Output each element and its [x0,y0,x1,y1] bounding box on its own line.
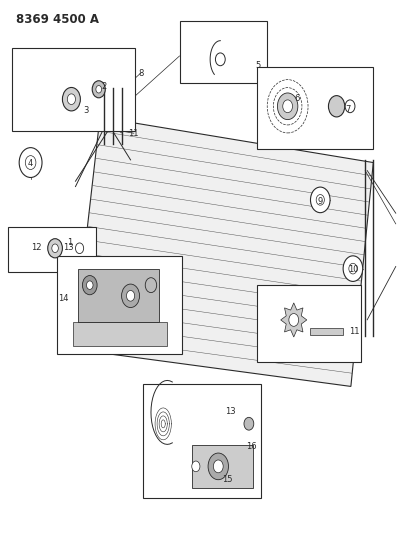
Circle shape [328,95,345,117]
Circle shape [62,87,80,111]
Circle shape [86,281,93,289]
Circle shape [75,243,84,254]
Text: 13: 13 [63,244,74,252]
Text: 8369 4500 A: 8369 4500 A [16,13,99,26]
Text: 3: 3 [83,106,89,115]
Polygon shape [310,328,343,335]
Circle shape [67,94,75,104]
Polygon shape [73,322,167,346]
Bar [180,21,267,83]
Text: 12: 12 [31,244,42,252]
Text: 11: 11 [349,327,359,336]
Circle shape [310,187,330,213]
Text: 9: 9 [318,197,323,206]
Circle shape [92,80,105,98]
Circle shape [277,93,298,119]
Text: 4: 4 [28,159,33,168]
Bar [257,67,373,149]
Circle shape [244,417,254,430]
Text: 13: 13 [225,407,236,416]
Circle shape [316,195,324,205]
Circle shape [25,156,36,169]
Circle shape [126,290,135,301]
Circle shape [19,148,42,177]
Circle shape [208,453,228,480]
Circle shape [213,460,223,473]
Circle shape [122,284,140,308]
Polygon shape [73,117,373,386]
Circle shape [289,313,299,326]
Text: 10: 10 [348,265,358,274]
Text: 16: 16 [246,442,256,450]
Polygon shape [192,445,253,488]
Bar [8,227,96,272]
Circle shape [192,461,200,472]
Bar [12,48,135,131]
Polygon shape [281,303,307,337]
Bar [57,256,182,354]
Bar [143,384,261,498]
Text: 11: 11 [129,129,139,138]
Circle shape [96,85,102,93]
Text: 6: 6 [294,94,300,103]
Polygon shape [78,269,159,322]
Circle shape [343,256,363,281]
Circle shape [82,276,97,295]
Circle shape [283,100,293,112]
Text: 7: 7 [345,105,350,114]
Text: 8: 8 [138,69,144,77]
Circle shape [215,53,225,66]
Circle shape [48,239,62,258]
Circle shape [349,263,357,274]
Text: 2: 2 [102,82,106,91]
Text: 1: 1 [67,238,72,247]
Bar [257,285,361,362]
Text: 5: 5 [256,61,261,69]
Text: 15: 15 [222,475,233,484]
Text: 14: 14 [58,294,69,303]
Circle shape [345,100,355,112]
Circle shape [145,278,157,293]
Circle shape [52,244,58,253]
